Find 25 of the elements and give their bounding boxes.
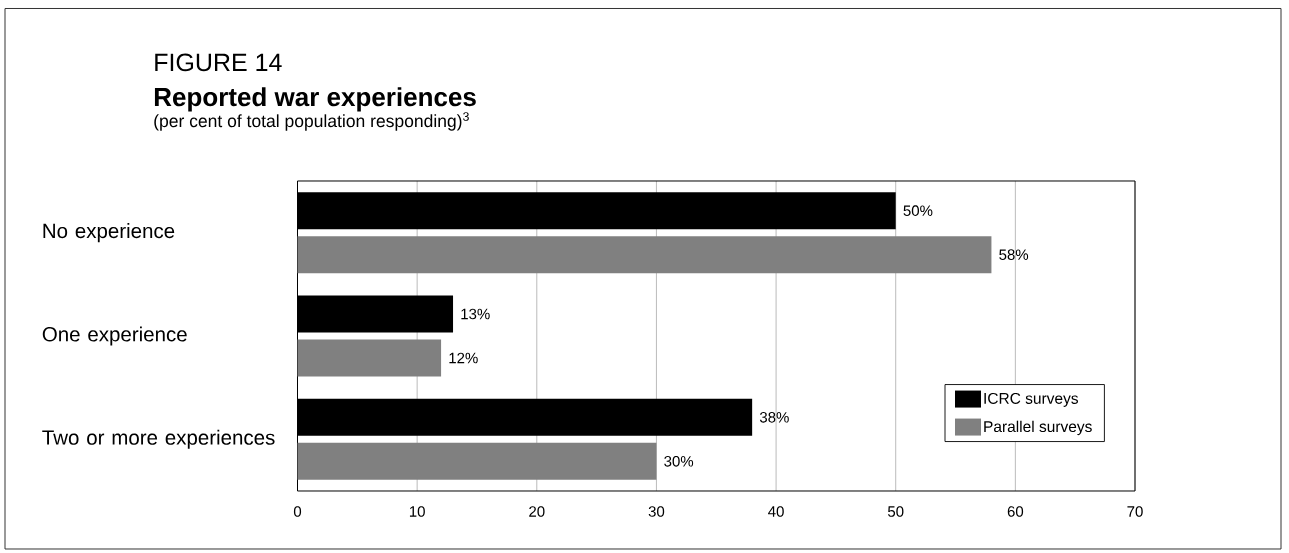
data-label: 38%	[759, 412, 789, 423]
x-tick-label: 10	[409, 506, 425, 517]
data-label: 12%	[449, 352, 478, 364]
x-tick-label: 70	[1127, 506, 1143, 517]
data-label: 50%	[903, 205, 933, 216]
caption: FIGURE 14	[155, 53, 282, 72]
data-label: 13%	[461, 308, 490, 320]
y-tick-label: Two or more experiences	[42, 429, 275, 449]
data-label: 30%	[664, 456, 694, 467]
bar	[297, 442, 657, 480]
bar	[297, 236, 992, 274]
y-tick-label: No experience	[43, 223, 175, 243]
x-tick-label: 0	[293, 506, 302, 517]
chart-subtitle: (per cent of total population responding)$^{3}$	[154, 112, 469, 131]
legend-label: Parallel surveys	[984, 420, 1092, 436]
x-tick-label: 50	[887, 506, 904, 517]
x-tick-label: 40	[768, 506, 784, 517]
x-tick-label: 30	[648, 506, 665, 517]
y-tick-label: One experience	[42, 326, 187, 346]
x-tick-label: 20	[529, 506, 545, 517]
data-label: 58%	[999, 249, 1029, 260]
chart-title: Reported war experiences	[154, 87, 476, 112]
bar	[297, 339, 442, 377]
legend-label: ICRC surveys	[984, 392, 1079, 407]
x-tick-label: 60	[1007, 506, 1024, 517]
